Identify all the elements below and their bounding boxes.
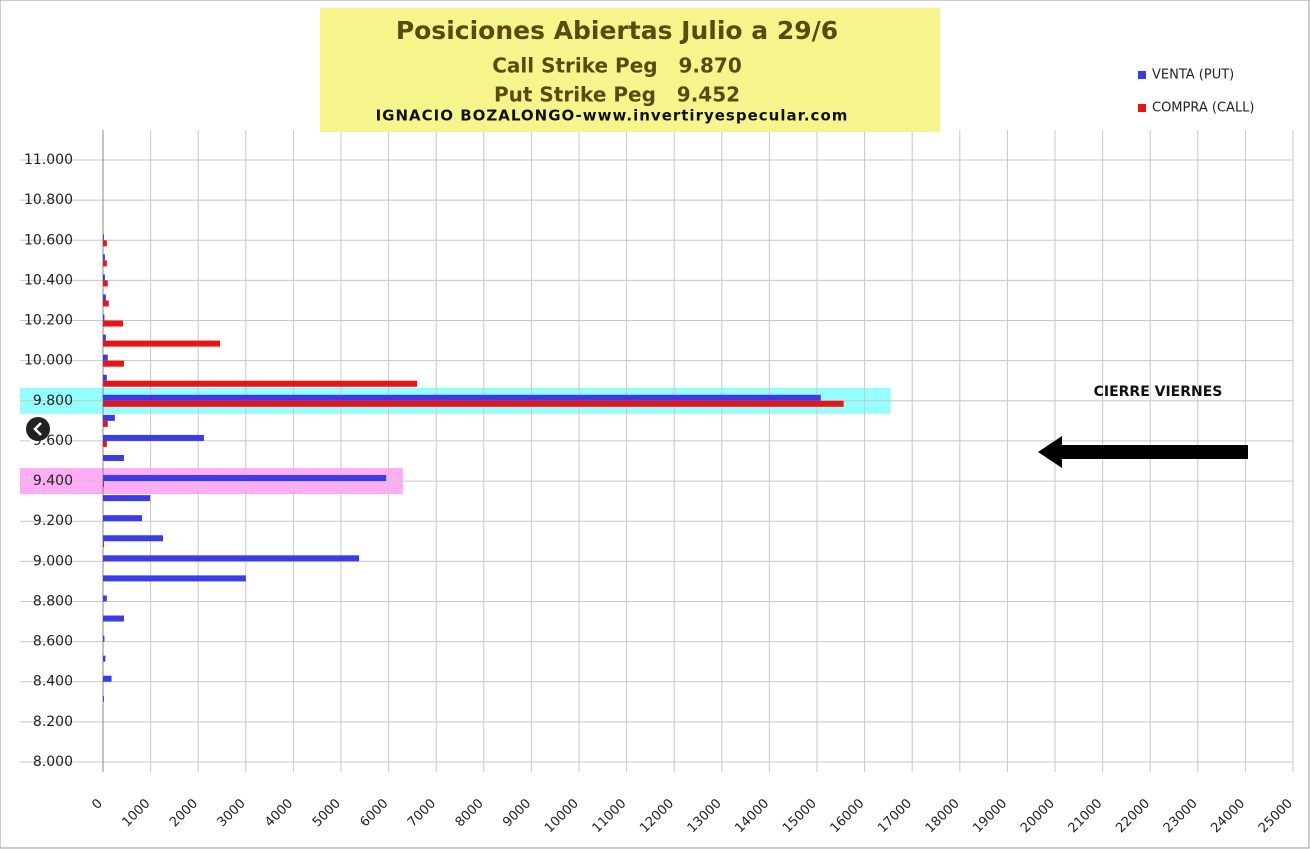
- bar: [103, 274, 105, 281]
- bar: [103, 635, 105, 642]
- y-tick-label: 11.000: [24, 152, 73, 168]
- bar: [103, 400, 844, 407]
- bar: [103, 655, 106, 662]
- bar: [103, 495, 151, 502]
- y-tick-label: 8.200: [33, 714, 73, 730]
- bar: [103, 434, 204, 441]
- bar: [103, 695, 104, 702]
- y-tick-label: 9.800: [33, 393, 73, 409]
- y-tick-label: 8.800: [33, 593, 73, 609]
- title-box: [320, 8, 940, 132]
- legend-label: VENTA (PUT): [1152, 68, 1234, 83]
- y-tick-label: 9.600: [33, 433, 73, 449]
- bar: [103, 414, 115, 421]
- bar: [103, 354, 108, 361]
- y-tick-label: 10.400: [24, 272, 73, 288]
- bar: [103, 374, 107, 381]
- bar: [103, 360, 124, 367]
- bar: [103, 340, 221, 347]
- bar: [103, 595, 107, 602]
- bar: [103, 234, 104, 241]
- y-tick-label: 10.200: [24, 313, 73, 329]
- bar: [103, 260, 107, 267]
- bar: [103, 280, 108, 287]
- bar: [103, 314, 105, 321]
- legend-swatch: [1138, 71, 1146, 79]
- bar: [103, 555, 360, 562]
- y-tick-label: 10.600: [24, 232, 73, 248]
- bar: [103, 420, 108, 427]
- bar: [103, 615, 124, 622]
- bar: [103, 455, 124, 461]
- subtitle: Put Strike Peg 9.452: [494, 83, 740, 107]
- bar: [103, 320, 123, 327]
- bar: [103, 294, 106, 301]
- bar: [103, 575, 246, 582]
- bar: [103, 515, 143, 522]
- bar: [103, 300, 109, 307]
- bar: [103, 541, 104, 548]
- y-tick-label: 8.000: [33, 754, 73, 770]
- y-tick-label: 10.800: [24, 192, 73, 208]
- y-tick-label: 9.000: [33, 553, 73, 569]
- bar: [103, 675, 112, 682]
- y-tick-label: 8.400: [33, 674, 73, 690]
- legend-swatch: [1138, 104, 1146, 112]
- y-tick-label: 9.400: [33, 473, 73, 489]
- y-tick-label: 10.000: [24, 353, 73, 369]
- bar: [103, 481, 104, 488]
- annotation: CIERRE VIERNES: [1094, 384, 1223, 400]
- bar: [103, 254, 105, 261]
- subtitle: Call Strike Peg 9.870: [492, 54, 742, 78]
- bar: [103, 380, 418, 387]
- credit: IGNACIO BOZALONGO-www.invertiryespecular…: [376, 107, 849, 125]
- nav-back-button[interactable]: [24, 415, 52, 443]
- legend-label: COMPRA (CALL): [1152, 101, 1255, 116]
- chart-title: Posiciones Abiertas Julio a 29/6: [396, 16, 838, 45]
- bar: [103, 334, 106, 341]
- bar: [103, 440, 107, 447]
- bar: [103, 394, 821, 401]
- bar: [103, 240, 107, 247]
- arrow: [1038, 436, 1248, 468]
- y-tick-label: 8.600: [33, 634, 73, 650]
- bar: [103, 475, 387, 482]
- bar: [103, 535, 163, 542]
- nav-icon: [33, 422, 42, 436]
- y-tick-label: 9.200: [33, 513, 73, 529]
